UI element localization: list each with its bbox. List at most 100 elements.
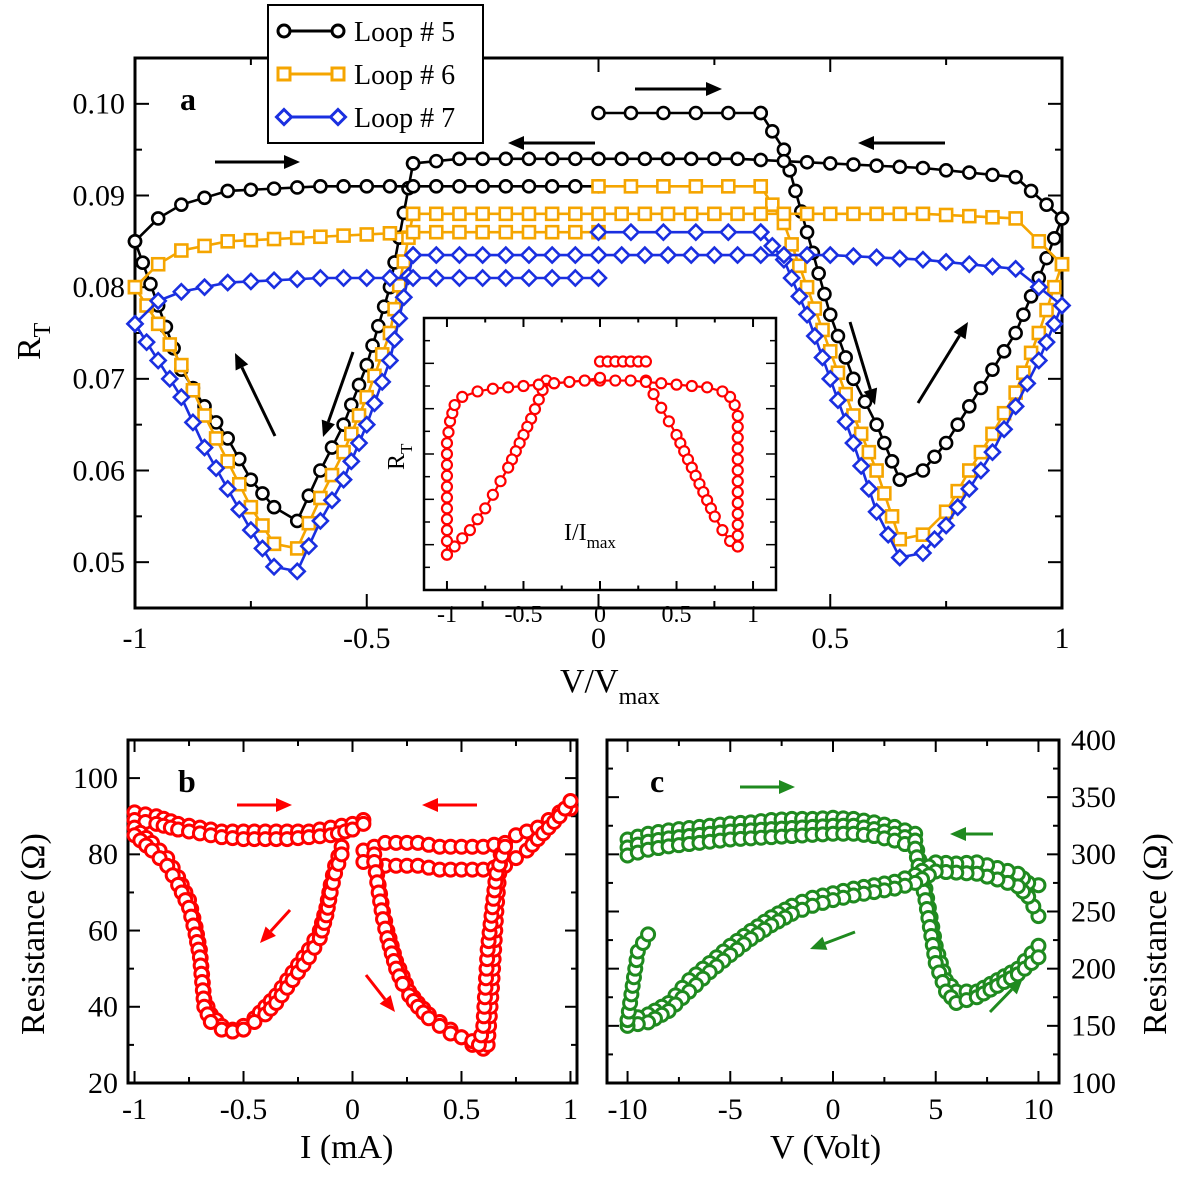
data-point (1037, 332, 1056, 352)
data-point (774, 245, 794, 265)
data-point (473, 268, 492, 288)
x-tick-label: 10 (1023, 1093, 1053, 1126)
data-point (365, 393, 384, 413)
data-point (869, 158, 884, 174)
data-point (996, 344, 1012, 359)
inset-chart: -1 -0.5 0 0.5 1 I/Imax RT (384, 316, 778, 628)
data-point (405, 206, 421, 222)
data-point (730, 206, 745, 222)
x-tick-label: -0.5 (220, 1093, 268, 1126)
data-point (765, 124, 780, 139)
data-point (797, 305, 817, 325)
data-point (1044, 314, 1064, 334)
data-point (1031, 325, 1047, 341)
data-point (456, 390, 469, 403)
data-point (502, 381, 515, 394)
data-point (844, 246, 863, 266)
data-point (621, 222, 641, 242)
data-point (836, 412, 856, 431)
data-point (150, 211, 166, 226)
data-point (403, 268, 423, 288)
data-point (220, 234, 235, 249)
data-point (241, 272, 261, 291)
data-point (313, 179, 328, 194)
data-point (565, 245, 585, 265)
x-tick-label: -1 (122, 1093, 147, 1126)
data-point (334, 268, 353, 288)
y-tick-label: 250 (1071, 895, 1116, 928)
data-point (877, 435, 892, 451)
data-point (731, 409, 744, 423)
data-point (197, 238, 212, 254)
data-point (336, 228, 351, 243)
data-point (670, 378, 683, 391)
data-point (701, 381, 714, 394)
data-point (731, 453, 744, 466)
data-point (220, 431, 235, 446)
data-point (313, 229, 328, 245)
data-point (440, 480, 454, 493)
data-point (753, 179, 769, 194)
legend-marker-right (330, 66, 346, 82)
data-point (463, 524, 477, 537)
data-point (497, 838, 514, 855)
data-point (660, 206, 676, 222)
data-point (547, 377, 561, 390)
data-point (925, 529, 944, 549)
data-point (351, 377, 367, 393)
data-point (685, 379, 698, 393)
data-point (473, 245, 492, 265)
data-point (287, 561, 307, 581)
y-tick-label: 0.09 (73, 179, 126, 212)
data-point (784, 237, 799, 252)
data-point (731, 540, 744, 553)
data-point (289, 513, 305, 529)
data-point (568, 151, 583, 167)
x-tick-label: -1 (123, 622, 148, 655)
data-point (846, 371, 861, 387)
data-point (420, 1010, 437, 1027)
data-point (731, 507, 744, 520)
inset-xlabel: I/Imax (564, 520, 616, 552)
data-point (137, 332, 156, 352)
x-tick-label: 5 (928, 1093, 943, 1126)
panel-b-arrows (237, 798, 477, 1012)
data-point (496, 268, 516, 288)
data-point (1017, 374, 1037, 393)
legend-marker-left (276, 66, 292, 82)
data-point (380, 268, 400, 288)
x-tick-label: 0.5 (443, 1093, 481, 1126)
data-point (405, 156, 421, 171)
data-point (231, 451, 247, 467)
y-tick-label: 100 (73, 762, 118, 795)
data-point (334, 470, 353, 490)
data-point (532, 378, 545, 391)
data-point (639, 375, 653, 389)
data-point (624, 374, 637, 387)
x-tick-label: -5 (718, 1093, 743, 1126)
data-point (385, 330, 404, 349)
data-point (255, 486, 270, 501)
data-point (544, 151, 560, 167)
data-point (846, 157, 861, 172)
data-point (396, 254, 412, 269)
data-point (440, 502, 454, 515)
data-point (788, 183, 803, 199)
direction-arrow (260, 908, 292, 943)
x-tick-label: 0 (591, 622, 606, 655)
data-point (971, 461, 991, 480)
data-point (440, 513, 454, 526)
data-point (208, 431, 224, 446)
data-point (220, 454, 235, 469)
data-point (589, 268, 608, 288)
data-point (716, 524, 729, 537)
data-point (442, 426, 455, 439)
data-point (343, 426, 359, 442)
data-point (609, 374, 622, 387)
data-point (471, 385, 484, 398)
y-tick-label: 0.05 (73, 546, 126, 579)
data-point (1023, 289, 1039, 304)
data-point (1023, 345, 1039, 361)
data-point (731, 464, 744, 477)
data-point (174, 243, 189, 258)
